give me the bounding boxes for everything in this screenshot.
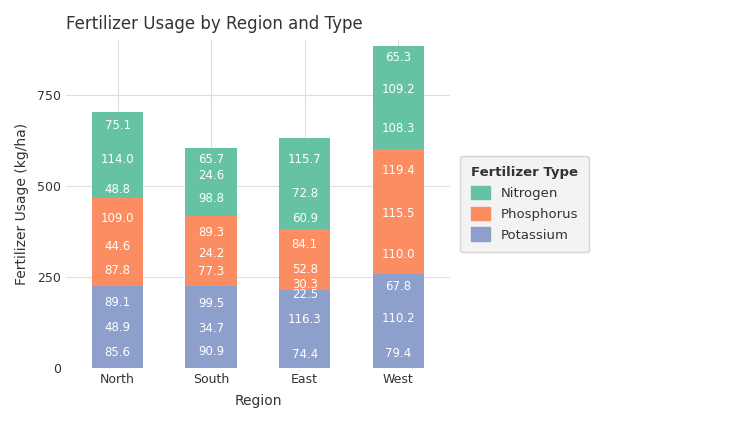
Text: 89.1: 89.1 (104, 296, 131, 309)
Text: 24.6: 24.6 (198, 170, 224, 182)
Text: 67.8: 67.8 (385, 280, 411, 293)
Bar (279, 229, 331, 290)
Bar (279, 290, 331, 368)
Bar (185, 217, 237, 286)
Y-axis label: Fertilizer Usage (kg/ha): Fertilizer Usage (kg/ha) (15, 123, 29, 285)
Text: Fertilizer Usage by Region and Type: Fertilizer Usage by Region and Type (66, 15, 363, 33)
Text: 60.9: 60.9 (292, 212, 318, 225)
Text: 110.2: 110.2 (382, 312, 415, 325)
Text: 85.6: 85.6 (104, 346, 131, 359)
X-axis label: Region: Region (234, 394, 282, 408)
Text: 90.9: 90.9 (198, 345, 224, 358)
Text: 22.5: 22.5 (292, 288, 318, 301)
Bar (372, 148, 424, 274)
Bar (372, 46, 424, 148)
Bar (92, 198, 143, 286)
Bar (185, 286, 237, 368)
Text: 114.0: 114.0 (101, 154, 134, 167)
Bar (185, 148, 237, 217)
Text: 65.7: 65.7 (198, 153, 224, 166)
Text: 116.3: 116.3 (288, 313, 321, 326)
Bar (92, 112, 143, 198)
Text: 98.8: 98.8 (198, 192, 224, 205)
Text: 119.4: 119.4 (381, 164, 415, 177)
Text: 115.7: 115.7 (288, 153, 321, 166)
Text: 108.3: 108.3 (382, 122, 415, 135)
Text: 44.6: 44.6 (104, 240, 131, 253)
Bar (372, 274, 424, 368)
Text: 52.8: 52.8 (292, 263, 318, 276)
Text: 109.2: 109.2 (382, 82, 415, 96)
Text: 110.0: 110.0 (382, 247, 415, 261)
Text: 84.1: 84.1 (292, 238, 318, 251)
Text: 87.8: 87.8 (104, 264, 131, 277)
Text: 89.3: 89.3 (198, 226, 224, 239)
Text: 48.9: 48.9 (104, 321, 131, 334)
Text: 48.8: 48.8 (104, 183, 131, 196)
Text: 79.4: 79.4 (385, 347, 412, 360)
Text: 74.4: 74.4 (291, 348, 318, 361)
Text: 75.1: 75.1 (104, 119, 131, 132)
Bar (92, 286, 143, 368)
Text: 77.3: 77.3 (198, 265, 224, 278)
Text: 24.2: 24.2 (198, 247, 224, 260)
Text: 30.3: 30.3 (292, 278, 318, 291)
Text: 65.3: 65.3 (385, 51, 411, 64)
Text: 109.0: 109.0 (101, 212, 134, 225)
Text: 72.8: 72.8 (292, 187, 318, 201)
Legend: Nitrogen, Phosphorus, Potassium: Nitrogen, Phosphorus, Potassium (460, 156, 589, 252)
Text: 115.5: 115.5 (382, 206, 415, 220)
Bar (279, 138, 331, 229)
Text: 99.5: 99.5 (198, 297, 224, 310)
Text: 34.7: 34.7 (198, 322, 224, 335)
